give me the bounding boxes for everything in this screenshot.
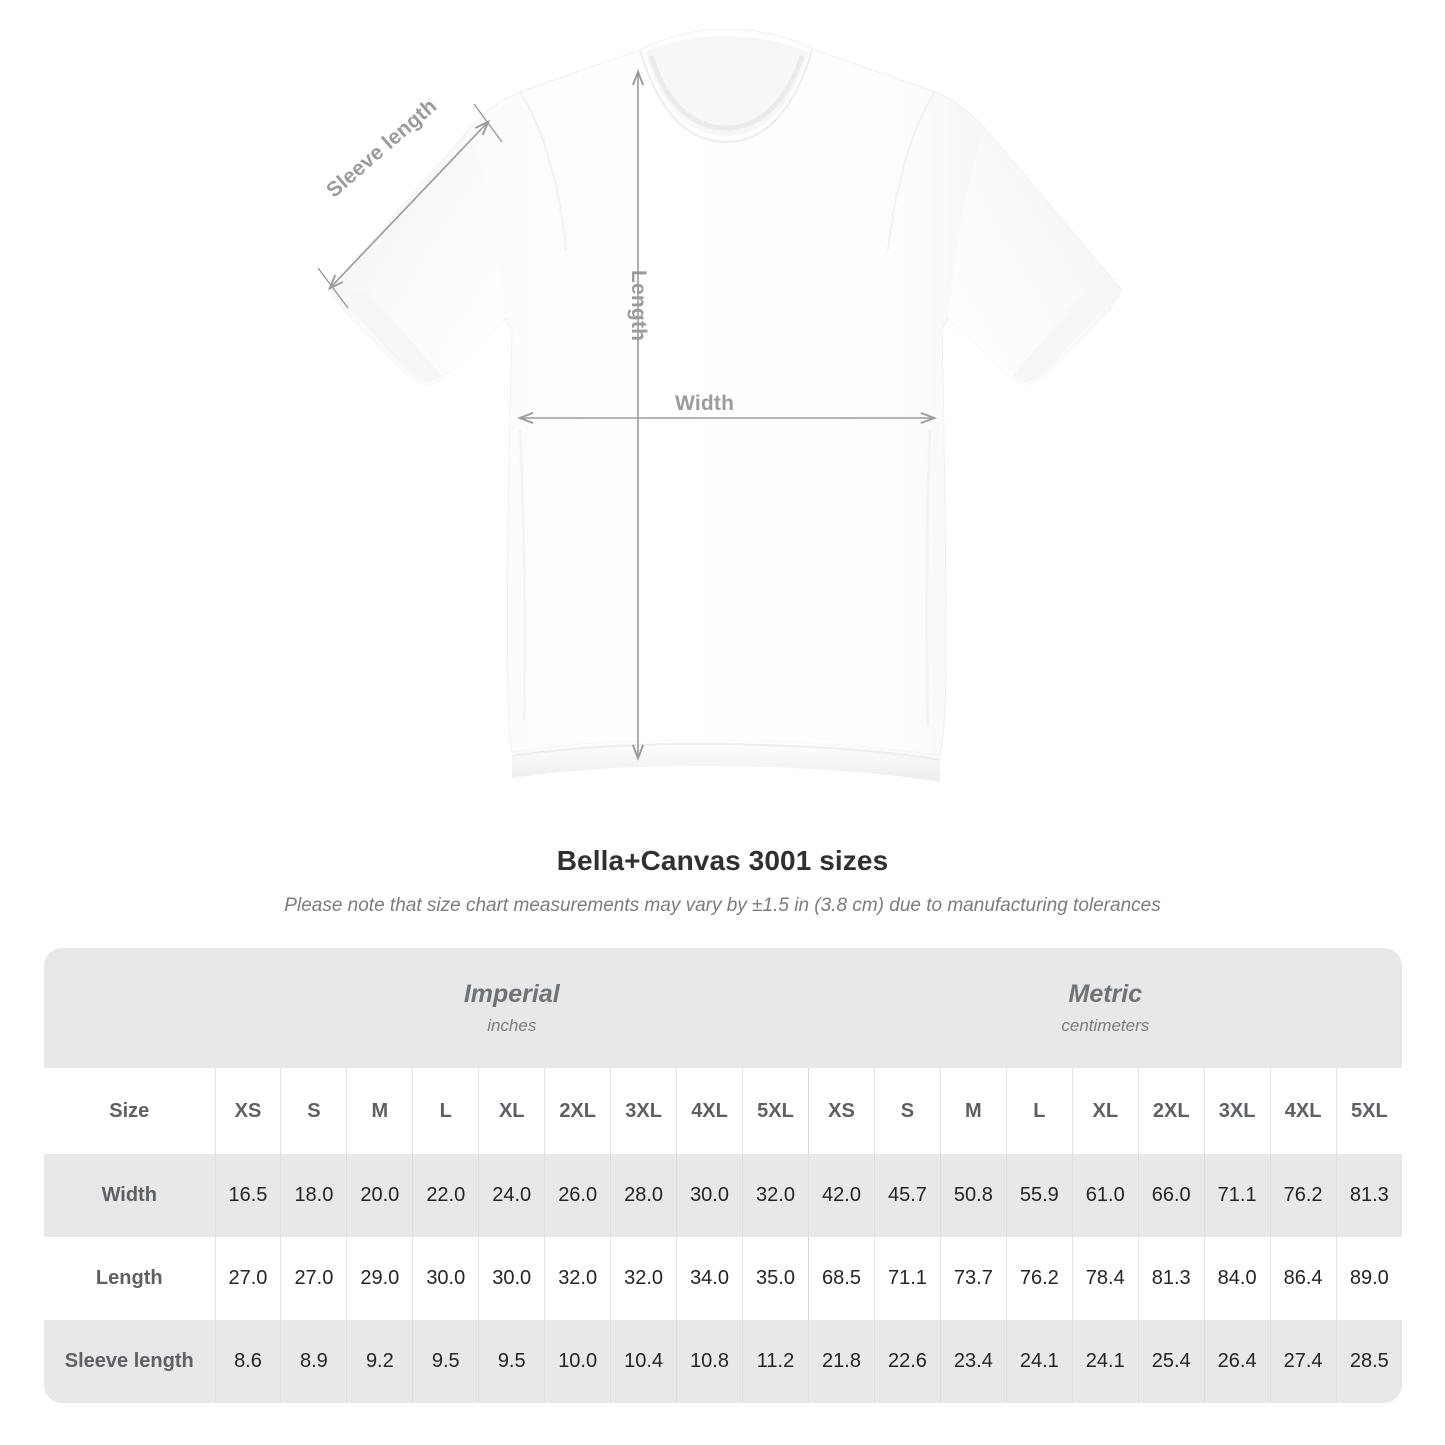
measurement-cell: 27.0	[280, 1237, 347, 1320]
measurement-cell: 71.1	[873, 1237, 941, 1320]
measurement-cell: 29.0	[346, 1237, 413, 1320]
measurement-cell: 45.7	[873, 1154, 941, 1237]
measurement-cell: 27.4	[1269, 1320, 1337, 1403]
measurement-cell: 24.1	[1005, 1320, 1073, 1403]
measurement-cell: 30.0	[412, 1237, 479, 1320]
size-header-cell: 3XL	[610, 1068, 677, 1154]
measurement-cell: 26.0	[544, 1154, 611, 1237]
measurement-cell: 68.5	[808, 1237, 875, 1320]
size-header-cell: 5XL	[1335, 1068, 1402, 1154]
measurement-cell: 20.0	[346, 1154, 413, 1237]
unit-group-header-row: Imperial inches Metric centimeters	[44, 948, 1402, 1068]
tshirt-illustration	[317, 29, 1123, 782]
measurement-cell: 30.0	[676, 1154, 743, 1237]
measurement-cell: 89.0	[1335, 1237, 1402, 1320]
size-header-cell: 2XL	[1137, 1068, 1205, 1154]
tshirt-diagram: Sleeve length Length Width	[317, 29, 1123, 782]
measurement-cell: 32.0	[741, 1154, 809, 1237]
measurement-cell: 35.0	[741, 1237, 809, 1320]
unit-group-unit: inches	[487, 1015, 537, 1035]
caption-block: Bella+Canvas 3001 sizes Please note that…	[0, 845, 1445, 917]
row-label: Length	[44, 1237, 215, 1320]
measurement-cell: 50.8	[939, 1154, 1007, 1237]
measurement-cell: 8.6	[214, 1320, 281, 1403]
table-row: Width 16.5 18.0 20.0 22.0 24.0 26.0 28.0 30.0 32.…	[44, 1154, 1402, 1237]
measurement-cell: 71.1	[1203, 1154, 1271, 1237]
measurement-cell: 9.5	[412, 1320, 479, 1403]
size-header-cell: XS	[214, 1068, 281, 1154]
size-header-cell: XL	[478, 1068, 545, 1154]
measurement-cell: 11.2	[741, 1320, 809, 1403]
size-header-cell: 4XL	[676, 1068, 743, 1154]
width-label: Width	[675, 392, 735, 415]
size-header-row: Size XS S M L XL 2XL 3XL 4XL 5XL XS S M L XL 2XL 3XL 4XL 5…	[44, 1068, 1402, 1154]
size-chart-table-wrapper: Imperial inches Metric centimeters Size XS S M L…	[44, 948, 1402, 1403]
measurement-cell: 22.6	[873, 1320, 941, 1403]
measurement-cell: 81.3	[1137, 1237, 1205, 1320]
measurement-cell: 78.4	[1071, 1237, 1139, 1320]
measurement-cell: 32.0	[610, 1237, 677, 1320]
size-header-cell: M	[939, 1068, 1007, 1154]
measurement-cell: 61.0	[1071, 1154, 1139, 1237]
measurement-cell: 10.0	[544, 1320, 611, 1403]
measurement-cell: 24.0	[478, 1154, 545, 1237]
measurement-cell: 23.4	[939, 1320, 1007, 1403]
measurement-cell: 76.2	[1269, 1154, 1337, 1237]
size-header-cell: 4XL	[1269, 1068, 1337, 1154]
size-header-cell: 5XL	[741, 1068, 809, 1154]
measurement-cell: 86.4	[1269, 1237, 1337, 1320]
measurement-cell: 27.0	[214, 1237, 281, 1320]
measurement-cell: 34.0	[676, 1237, 743, 1320]
measurement-cell: 32.0	[544, 1237, 611, 1320]
size-header-cell: 3XL	[1203, 1068, 1271, 1154]
size-header-cell: L	[1005, 1068, 1073, 1154]
measurement-cell: 42.0	[808, 1154, 875, 1237]
measurement-cell: 76.2	[1005, 1237, 1073, 1320]
unit-group-name: Imperial	[463, 980, 560, 1009]
unit-group-unit: centimeters	[1061, 1015, 1150, 1035]
size-header-cell: 2XL	[544, 1068, 611, 1154]
size-header-cell: XL	[1071, 1068, 1139, 1154]
measurement-cell: 8.9	[280, 1320, 347, 1403]
measurement-cell: 10.8	[676, 1320, 743, 1403]
measurement-cell: 55.9	[1005, 1154, 1073, 1237]
measurement-cell: 9.5	[478, 1320, 545, 1403]
row-label: Sleeve length	[44, 1320, 215, 1403]
measurement-cell: 22.0	[412, 1154, 479, 1237]
measurement-cell: 24.1	[1071, 1320, 1139, 1403]
measurement-cell: 21.8	[808, 1320, 875, 1403]
tolerance-note: Please note that size chart measurements…	[284, 895, 1161, 916]
measurement-cell: 30.0	[478, 1237, 545, 1320]
page-title: Bella+Canvas 3001 sizes	[556, 845, 889, 876]
size-header-cell: M	[346, 1068, 413, 1154]
size-header-cell: XS	[808, 1068, 875, 1154]
measurement-cell: 73.7	[939, 1237, 1007, 1320]
size-header-cell: S	[873, 1068, 941, 1154]
measurement-cell: 81.3	[1335, 1154, 1402, 1237]
measurement-cell: 28.0	[610, 1154, 677, 1237]
unit-group-header-metric: Metric centimeters	[808, 948, 1402, 1068]
measurement-cell: 26.4	[1203, 1320, 1271, 1403]
measurement-cell: 10.4	[610, 1320, 677, 1403]
unit-group-header-imperial: Imperial inches	[215, 948, 809, 1068]
measurement-cell: 66.0	[1137, 1154, 1205, 1237]
length-label: Length	[627, 270, 650, 342]
size-header-cell: S	[280, 1068, 347, 1154]
table-row: Length 27.0 27.0 29.0 30.0 30.0 32.0 32.0 34.0 35…	[44, 1237, 1402, 1320]
unit-group-name: Metric	[1068, 980, 1143, 1009]
measurement-cell: 18.0	[280, 1154, 347, 1237]
size-chart-table: Imperial inches Metric centimeters Size XS S M L…	[44, 948, 1402, 1403]
measurement-cell: 25.4	[1137, 1320, 1205, 1403]
table-row: Sleeve length 8.6 8.9 9.2 9.5 9.5 10.0 10.4 10.8…	[44, 1320, 1402, 1403]
sleeve-length-dimension-arrow	[317, 103, 503, 309]
measurement-cell: 28.5	[1335, 1320, 1402, 1403]
measurement-cell: 84.0	[1203, 1237, 1271, 1320]
row-label-header: Size	[44, 1068, 215, 1154]
measurement-cell: 16.5	[214, 1154, 281, 1237]
size-header-cell: L	[412, 1068, 479, 1154]
row-label: Width	[44, 1154, 215, 1237]
measurement-cell: 9.2	[346, 1320, 413, 1403]
unit-header-spacer	[44, 948, 215, 1068]
